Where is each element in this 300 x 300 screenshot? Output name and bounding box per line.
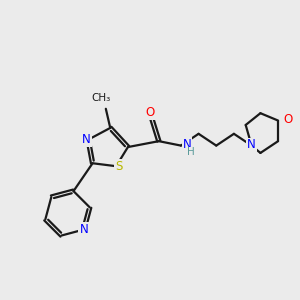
Text: CH₃: CH₃: [92, 94, 111, 103]
Text: N: N: [82, 133, 91, 146]
Text: N: N: [80, 223, 88, 236]
Text: H: H: [188, 147, 195, 157]
Text: S: S: [115, 160, 122, 173]
Text: N: N: [182, 138, 191, 151]
Text: N: N: [247, 139, 256, 152]
Text: O: O: [284, 113, 292, 127]
Text: O: O: [146, 106, 154, 119]
